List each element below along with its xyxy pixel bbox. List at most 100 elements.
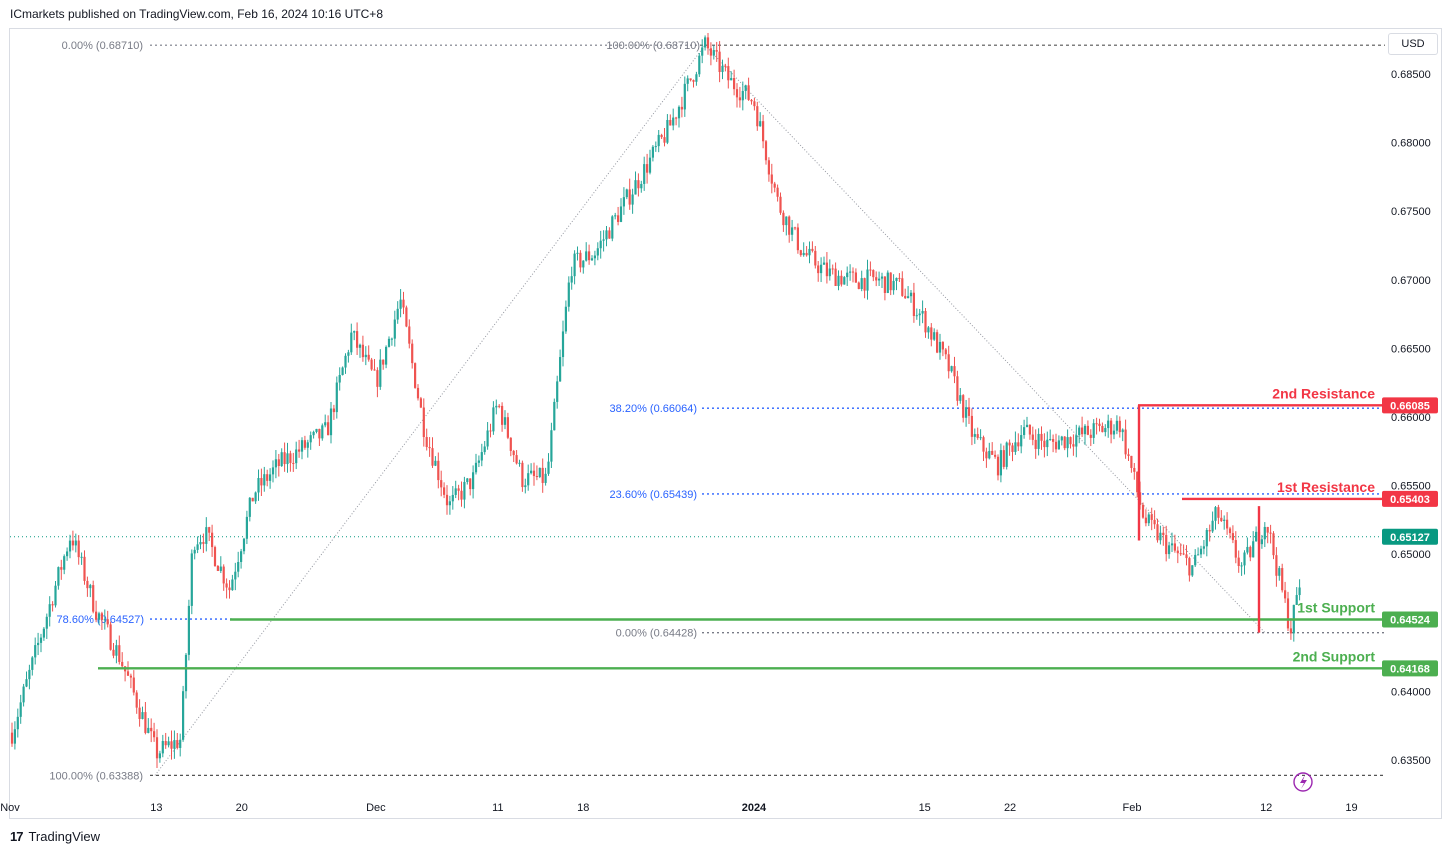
candle-body xyxy=(617,215,620,222)
candle-body xyxy=(1095,423,1098,425)
candle-body xyxy=(1075,435,1078,447)
candle-body xyxy=(927,327,930,333)
candle-body xyxy=(234,571,237,580)
time-tick-label: 22 xyxy=(1004,802,1016,814)
candle-body xyxy=(364,354,367,358)
candle-body xyxy=(31,657,34,670)
candle-body xyxy=(179,739,182,748)
candle-body xyxy=(1156,524,1159,541)
candle-body xyxy=(199,542,202,545)
candle-body xyxy=(973,434,976,437)
candle-body xyxy=(814,250,817,266)
candle-body xyxy=(962,395,965,418)
candle-body xyxy=(22,686,25,703)
support-annotation: 1st Support xyxy=(1297,600,1375,616)
time-tick-label: 12 xyxy=(1260,802,1272,814)
candle-body xyxy=(1017,442,1020,447)
candle-body xyxy=(332,408,335,413)
candle-body xyxy=(785,216,788,226)
resistance-price-tag xyxy=(1382,397,1438,414)
support-price-tag xyxy=(1382,660,1438,677)
candle-body xyxy=(767,160,770,175)
resistance-price-tag-text: 0.65403 xyxy=(1390,494,1430,506)
fib-label: 100.00% (0.63388) xyxy=(49,770,143,782)
candle-body xyxy=(71,540,74,546)
candle-body xyxy=(1243,552,1246,566)
candle-body xyxy=(1054,441,1058,450)
candle-body xyxy=(614,215,617,217)
candle-body xyxy=(190,553,193,606)
candle-body xyxy=(741,90,744,101)
candle-body xyxy=(153,731,156,738)
candle-body xyxy=(95,611,98,620)
candle-body xyxy=(634,180,637,195)
candle-body xyxy=(738,97,741,101)
candle-body xyxy=(1252,541,1255,558)
candle-body xyxy=(390,338,393,340)
candle-body xyxy=(451,494,454,502)
candle-body xyxy=(1049,439,1052,441)
candle-body xyxy=(1281,568,1284,591)
candle-body xyxy=(640,183,643,189)
candle-body xyxy=(211,532,214,548)
candle-body xyxy=(651,146,654,158)
candle-body xyxy=(1298,587,1301,596)
candle-body xyxy=(828,268,831,277)
candle-body xyxy=(83,556,86,581)
price-tick-label: 0.66500 xyxy=(1391,343,1431,355)
candle-body xyxy=(25,679,28,687)
candle-body xyxy=(1208,530,1211,532)
candle-body xyxy=(1101,425,1104,433)
time-tick-label: 13 xyxy=(150,802,162,814)
candle-body xyxy=(358,344,362,348)
candle-body xyxy=(77,540,80,558)
candle-body xyxy=(63,556,66,570)
candle-body xyxy=(637,180,640,189)
candle-body xyxy=(556,381,559,402)
candle-body xyxy=(886,272,889,293)
candle-body xyxy=(898,277,901,279)
price-tick-label: 0.68000 xyxy=(1391,138,1431,150)
candle-body xyxy=(683,83,686,110)
currency-selector[interactable]: USD xyxy=(1388,33,1438,55)
candle-body xyxy=(947,354,950,372)
candle-body xyxy=(1150,514,1153,520)
lightning-icon-glyph xyxy=(1300,775,1307,789)
candle-body xyxy=(489,430,492,432)
candle-body xyxy=(1028,424,1031,435)
candle-body xyxy=(150,727,153,732)
candle-body xyxy=(356,331,359,348)
candle-body xyxy=(1083,425,1087,435)
candle-body xyxy=(242,538,246,552)
candle-body xyxy=(1136,471,1139,493)
candle-body xyxy=(970,415,973,437)
candle-body xyxy=(979,437,982,439)
candle-body xyxy=(643,164,646,184)
candle-body xyxy=(727,66,730,81)
candle-body xyxy=(735,89,739,98)
candle-body xyxy=(663,137,666,143)
candle-body xyxy=(1286,598,1290,629)
candle-body xyxy=(1246,546,1249,553)
candle-body xyxy=(182,691,185,740)
candle-body xyxy=(1237,557,1240,566)
candle-body xyxy=(42,628,45,638)
candle-body xyxy=(840,275,843,285)
candle-body xyxy=(788,216,791,235)
candle-body xyxy=(115,645,118,656)
candle-body xyxy=(39,637,43,643)
candle-body xyxy=(416,387,420,399)
candle-body xyxy=(1159,532,1162,541)
candle-body xyxy=(721,65,724,73)
candle-body xyxy=(1025,424,1029,428)
candle-body xyxy=(1034,439,1037,449)
price-tick-label: 0.66000 xyxy=(1391,412,1431,424)
candle-body xyxy=(16,716,19,730)
candle-body xyxy=(608,230,611,239)
candle-body xyxy=(590,258,594,261)
candle-body xyxy=(350,332,353,353)
lightning-icon[interactable] xyxy=(1293,772,1313,792)
candle-body xyxy=(1185,554,1188,559)
candle-body xyxy=(437,460,440,481)
